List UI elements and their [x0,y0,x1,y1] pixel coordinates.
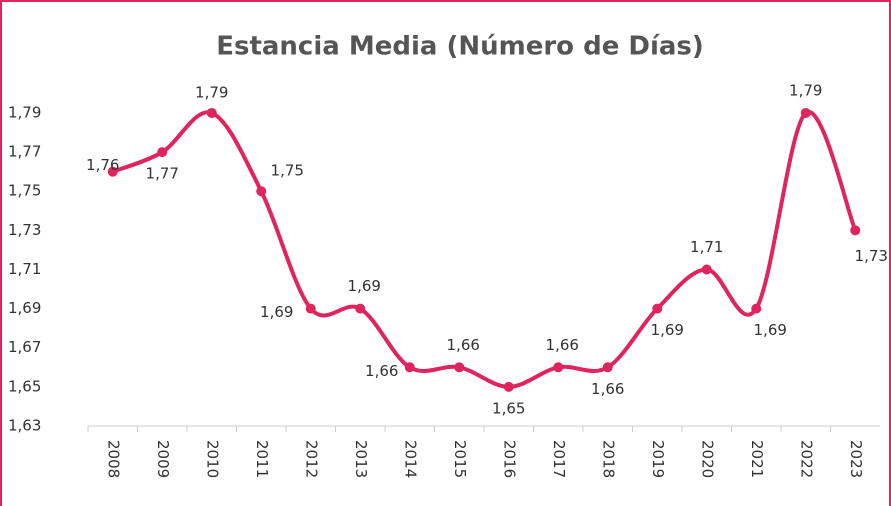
point [602,362,613,373]
y-tick-label: 1,67 [8,338,41,356]
y-tick-label: 1,65 [8,377,41,395]
x-tick-label: 2010 [203,440,221,478]
data-label: 1,69 [754,321,787,339]
y-tick-label: 1,79 [8,103,41,121]
x-tick-label: 2008 [104,440,122,478]
point [800,107,811,118]
data-label: 1,66 [365,362,398,380]
data-label: 1,69 [651,321,684,339]
x-tick-label: 2017 [550,440,568,478]
point [206,107,217,118]
x-tick-label: 2014 [401,440,419,478]
point [503,381,514,392]
point [157,147,168,158]
data-label: 1,65 [492,399,525,417]
point [256,186,267,197]
point [850,225,861,236]
x-tick-label: 2023 [847,440,865,478]
x-tick-label: 2019 [649,440,667,478]
data-label: 1,77 [146,165,179,183]
data-label: 1,76 [86,156,119,174]
data-label: 1,66 [447,336,480,354]
x-tick-label: 2021 [748,440,766,478]
point [751,303,762,314]
y-tick-label: 1,73 [8,221,41,239]
x-tick-label: 2018 [599,440,617,478]
point [454,362,465,373]
data-label: 1,66 [591,380,624,398]
x-tick-label: 2011 [253,440,271,478]
y-tick-label: 1,77 [8,143,41,161]
y-tick-label: 1,75 [8,182,41,200]
point [305,303,316,314]
point [553,362,564,373]
x-tick-label: 2022 [797,440,815,478]
data-label: 1,69 [348,277,381,295]
point [404,362,415,373]
chart-title: Estancia Media (Número de Días) [216,32,704,62]
data-label: 1,71 [690,238,723,256]
data-label: 1,79 [195,83,228,101]
data-label: 1,75 [271,162,304,180]
point [107,166,118,177]
data-label: 1,69 [260,303,293,321]
x-tick-label: 2020 [698,440,716,478]
point [355,303,366,314]
x-tick-label: 2009 [154,440,172,478]
data-label: 1,73 [855,247,888,265]
x-tick-label: 2015 [451,440,469,478]
y-tick-label: 1,63 [8,417,41,435]
x-tick-label: 2013 [352,440,370,478]
data-label: 1,66 [546,336,579,354]
y-tick-label: 1,69 [8,299,41,317]
x-tick-label: 2016 [500,440,518,478]
point [701,264,712,275]
x-tick-label: 2012 [302,440,320,478]
point [652,303,663,314]
y-tick-label: 1,71 [8,260,41,278]
data-label: 1,79 [789,81,822,99]
